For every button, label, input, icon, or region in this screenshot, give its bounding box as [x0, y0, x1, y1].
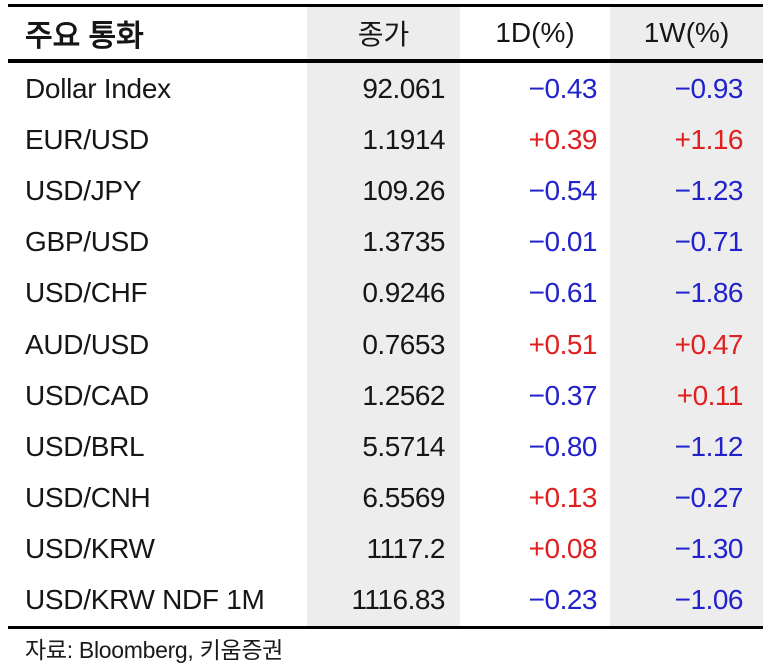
- currency-name: USD/KRW NDF 1M: [25, 584, 265, 616]
- change-1w: −0.93: [610, 63, 763, 115]
- change-1d: −0.37: [528, 379, 598, 411]
- table-row: AUD/USD 0.7653 +0.51 +0.47: [8, 318, 763, 371]
- close-value: 1.3735: [307, 216, 460, 268]
- currency-name: USD/CAD: [25, 379, 149, 411]
- major-currencies-table: 주요 통화 종가 1D(%) 1W(%) Dollar Index 92.061…: [8, 4, 763, 629]
- close-value: 92.061: [307, 63, 460, 115]
- change-1w: +0.11: [610, 370, 763, 422]
- top-rule: [8, 4, 763, 7]
- change-1d: −0.43: [528, 72, 598, 104]
- header-close-price: 종가: [307, 7, 460, 59]
- table-row: USD/CHF 0.9246 −0.61 −1.86: [8, 267, 763, 319]
- change-1d: −0.23: [528, 584, 598, 616]
- table-row: USD/CNH 6.5569 +0.13 −0.27: [8, 472, 763, 524]
- change-1d: −0.54: [528, 174, 598, 206]
- table-row: Dollar Index 92.061 −0.43 −0.93: [8, 63, 763, 115]
- close-value: 1117.2: [307, 523, 460, 575]
- change-1d: +0.51: [528, 328, 598, 360]
- change-1d: +0.39: [528, 123, 598, 155]
- change-1d: −0.01: [528, 226, 598, 258]
- close-value: 0.7653: [307, 318, 460, 371]
- currency-name: Dollar Index: [25, 72, 171, 104]
- currency-name: AUD/USD: [25, 328, 149, 360]
- close-value: 1.2562: [307, 370, 460, 422]
- change-1d: +0.13: [528, 482, 598, 514]
- header-1w-change: 1W(%): [610, 7, 763, 59]
- currency-name: USD/KRW: [25, 533, 155, 565]
- close-value: 1.1914: [307, 114, 460, 166]
- change-1w: −1.06: [610, 574, 763, 627]
- close-value: 6.5569: [307, 472, 460, 524]
- table-header-row: 주요 통화 종가 1D(%) 1W(%): [8, 7, 763, 59]
- change-1w: +1.16: [610, 114, 763, 166]
- table-body: Dollar Index 92.061 −0.43 −0.93 EUR/USD …: [8, 63, 763, 627]
- table-row: USD/KRW 1117.2 +0.08 −1.30: [8, 523, 763, 575]
- currency-name: USD/CNH: [25, 482, 151, 514]
- change-1w: −0.71: [610, 216, 763, 268]
- change-1d: +0.08: [528, 533, 598, 565]
- bottom-rule: [8, 626, 763, 629]
- table-row: USD/JPY 109.26 −0.54 −1.23: [8, 165, 763, 217]
- change-1d: −0.61: [528, 277, 598, 309]
- change-1w: −1.86: [610, 267, 763, 319]
- header-rule: [8, 59, 763, 63]
- close-value: 1116.83: [307, 574, 460, 627]
- currency-name: USD/BRL: [25, 430, 145, 462]
- header-major-currencies: 주요 통화: [25, 20, 144, 53]
- currency-name: USD/JPY: [25, 174, 142, 206]
- currency-name: EUR/USD: [25, 123, 149, 155]
- change-1w: −1.23: [610, 165, 763, 217]
- source-note: 자료: Bloomberg, 키움증권: [25, 636, 284, 663]
- close-value: 5.5714: [307, 421, 460, 473]
- change-1w: −1.30: [610, 523, 763, 575]
- change-1w: −0.27: [610, 472, 763, 524]
- change-1w: +0.47: [610, 318, 763, 371]
- header-1d-change: 1D(%): [495, 17, 575, 48]
- currency-name: GBP/USD: [25, 226, 149, 258]
- currency-name: USD/CHF: [25, 277, 148, 309]
- table-row: USD/BRL 5.5714 −0.80 −1.12: [8, 421, 763, 473]
- change-1d: −0.80: [528, 430, 598, 462]
- table-row: GBP/USD 1.3735 −0.01 −0.71: [8, 216, 763, 268]
- change-1w: −1.12: [610, 421, 763, 473]
- table-row: EUR/USD 1.1914 +0.39 +1.16: [8, 114, 763, 166]
- close-value: 0.9246: [307, 267, 460, 319]
- close-value: 109.26: [307, 165, 460, 217]
- table-row: USD/CAD 1.2562 −0.37 +0.11: [8, 370, 763, 422]
- table-row: USD/KRW NDF 1M 1116.83 −0.23 −1.06: [8, 574, 763, 627]
